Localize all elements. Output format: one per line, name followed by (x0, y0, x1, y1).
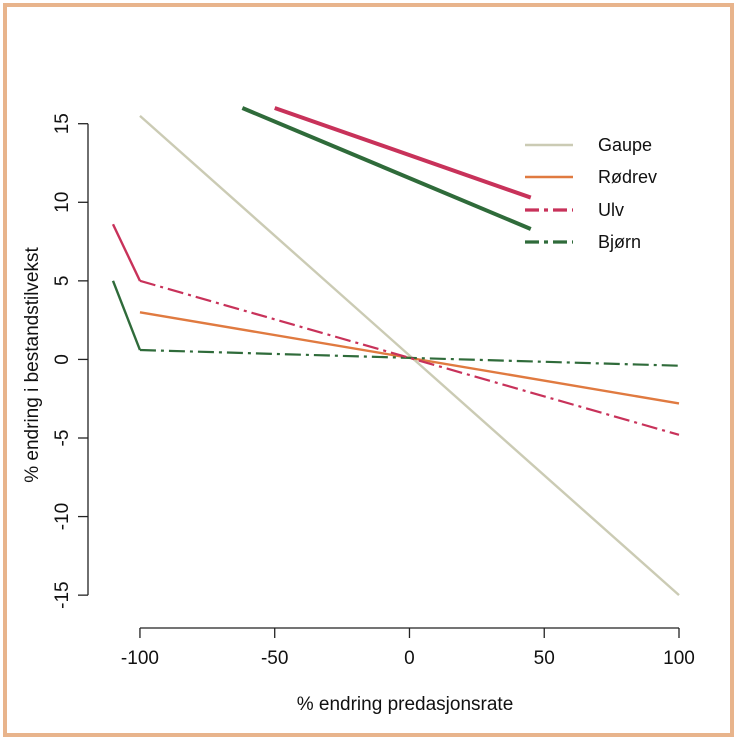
legend-guide-line-ulv (274, 106, 532, 200)
series-line-bjørn (111, 280, 142, 351)
series-line-ulv (111, 223, 142, 282)
series-line-bjørn (139, 348, 680, 367)
outer-border (3, 3, 734, 737)
series-line-gaupe (139, 114, 680, 597)
legend-label-ulv: Ulv (598, 200, 624, 220)
series-line-ulv (139, 279, 680, 436)
y-tick-label: -10 (52, 503, 73, 530)
y-tick-label: 0 (52, 354, 73, 365)
y-tick-label: 10 (52, 192, 73, 213)
legend: Gaupe Rødrev Ulv Bjørn (525, 135, 657, 252)
y-axis-title: % endring i bestandstilvekst (22, 247, 43, 483)
x-tick-label: -50 (261, 648, 288, 669)
legend-guide-line-bjørn (241, 106, 532, 231)
legend-label-gaupe: Gaupe (598, 135, 652, 155)
x-tick-label: 100 (663, 648, 695, 669)
x-tick-label: -100 (121, 648, 159, 669)
y-tick-label: 15 (52, 113, 73, 134)
data-lines (111, 106, 680, 597)
x-tick-label: 0 (404, 648, 415, 669)
y-tick-label: -5 (52, 430, 73, 447)
legend-label-rødrev: Rødrev (598, 167, 657, 187)
x-tick-label: 50 (534, 648, 555, 669)
y-tick-label: -15 (52, 581, 73, 608)
y-tick-label: 5 (52, 276, 73, 287)
x-axis-title: % endring predasjonsrate (297, 694, 514, 715)
legend-label-bjørn: Bjørn (598, 232, 641, 252)
